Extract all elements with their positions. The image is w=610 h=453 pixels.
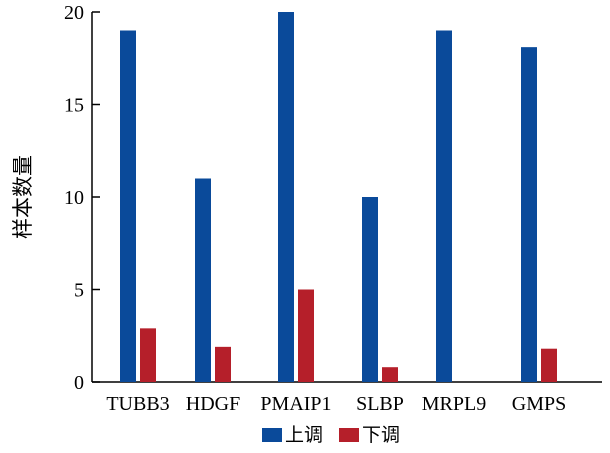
- y-tick-label: 10: [64, 187, 84, 209]
- bar-pmaip1-up: [278, 12, 294, 382]
- y-ticks: 0 5 10 15 20: [64, 2, 100, 394]
- bar-mrpl9-up: [436, 30, 452, 382]
- bar-slbp-up: [362, 197, 378, 382]
- legend-swatch: [262, 428, 282, 442]
- y-axis-title: 样本数量: [11, 155, 35, 239]
- bar-gmps-down: [541, 348, 557, 382]
- bar-slbp-down: [382, 367, 398, 382]
- bars: [120, 12, 557, 383]
- bar-tubb3-up: [120, 30, 136, 382]
- y-tick-label: 15: [64, 95, 84, 117]
- x-tick-label: TUBB3: [106, 393, 169, 415]
- x-tick-label: GMPS: [512, 393, 566, 415]
- x-tick-label: MRPL9: [422, 393, 486, 415]
- legend: 上调 下调: [262, 424, 400, 446]
- y-tick-label: 0: [74, 372, 84, 394]
- bar-pmaip1-down: [298, 289, 314, 382]
- bar-gmps-up: [521, 47, 537, 383]
- y-tick-label: 5: [74, 280, 84, 302]
- x-tick-label: SLBP: [356, 393, 404, 415]
- bar-hdgf-up: [195, 178, 211, 382]
- y-tick-label: 20: [64, 2, 84, 24]
- bar-hdgf-down: [215, 346, 231, 382]
- bar-tubb3-down: [140, 328, 156, 382]
- x-labels: TUBB3 HDGF PMAIP1 SLBP MRPL9 GMPS: [106, 393, 566, 415]
- legend-label: 上调: [285, 424, 323, 446]
- x-tick-label: PMAIP1: [260, 393, 331, 415]
- legend-label: 下调: [362, 424, 400, 446]
- x-tick-label: HDGF: [186, 393, 240, 415]
- legend-swatch: [339, 428, 359, 442]
